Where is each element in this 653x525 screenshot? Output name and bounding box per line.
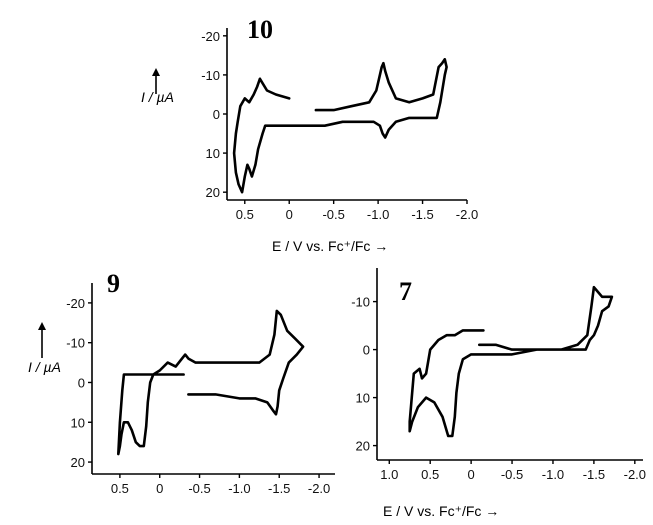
x-tick-label-10: -0.5 [322, 207, 344, 222]
x-tick-label-7: -1.5 [583, 467, 605, 482]
panel-9: 9 I / µA -20 -10 0 10 20 0.5 0 -0.5 -1.0 -1.5 -2.0 [28, 269, 335, 496]
x-tick-label-9: -1.0 [228, 481, 250, 496]
x-axis-label-10: E / V vs. Fc⁺/Fc → [272, 238, 388, 254]
y-axis-label-text-10: I / µA [141, 89, 174, 105]
y-axis-label-text-9: I / µA [28, 359, 61, 375]
y-axis-label-10: I / µA [141, 68, 174, 105]
x-tick-label-9: -1.5 [268, 481, 290, 496]
cv-curve-10 [232, 58, 448, 194]
x-tick-label-9: 0.5 [111, 481, 129, 496]
y-tick-label-9: -10 [66, 336, 85, 351]
x-tick-label-9: -2.0 [308, 481, 330, 496]
y-tick-label-7: 20 [356, 439, 370, 454]
y-axis-label-9: I / µA [28, 322, 61, 375]
x-tick-label-9: 0 [156, 481, 163, 496]
x-tick-label-9: -0.5 [188, 481, 210, 496]
y-tick-label-10: 0 [213, 107, 220, 122]
y-tick-label-7: 0 [363, 343, 370, 358]
panel-label-9: 9 [107, 269, 120, 298]
x-tick-label-10: 0 [286, 207, 293, 222]
x-tick-label-7: -0.5 [501, 467, 523, 482]
x-axis-label-text-bottom: E / V vs. Fc⁺/Fc → [383, 503, 499, 519]
y-tick-label-10: 20 [206, 185, 220, 200]
y-tick-label-9: 10 [71, 415, 85, 430]
panel-7: 7 -10 0 10 20 1.0 0.5 0 -0.5 -1.0 -1.5 -2.0 [351, 268, 646, 482]
cv-curve-7 [408, 285, 614, 438]
x-tick-label-10: -1.5 [411, 207, 433, 222]
x-tick-label-10: 0.5 [236, 207, 254, 222]
x-tick-label-7: 0 [468, 467, 475, 482]
cv-curve-9 [117, 309, 305, 456]
plot-area-7: -10 0 10 20 1.0 0.5 0 -0.5 -1.0 -1.5 -2.0 [351, 268, 646, 482]
panel-label-10: 10 [247, 15, 273, 44]
x-tick-label-7: 0.5 [421, 467, 439, 482]
y-tick-label-9: 0 [78, 375, 85, 390]
x-tick-label-10: -1.0 [367, 207, 389, 222]
x-tick-label-7: 1.0 [380, 467, 398, 482]
y-tick-label-10: -20 [201, 29, 220, 44]
x-axis-label-bottom: E / V vs. Fc⁺/Fc → [383, 503, 499, 519]
y-tick-label-9: -20 [66, 296, 85, 311]
y-tick-label-7: 10 [356, 391, 370, 406]
x-tick-label-7: -2.0 [624, 467, 646, 482]
y-tick-label-10: -10 [201, 68, 220, 83]
x-tick-label-10: -2.0 [456, 207, 478, 222]
panel-10: 10 I / µA -20 -10 0 10 20 0.5 0 -0.5 -1.0 -1.5 -2.… [141, 15, 478, 254]
y-tick-label-10: 10 [206, 146, 220, 161]
x-axis-label-text-10: E / V vs. Fc⁺/Fc → [272, 238, 388, 254]
x-tick-label-7: -1.0 [542, 467, 564, 482]
y-tick-label-7: -10 [351, 295, 370, 310]
y-tick-label-9: 20 [71, 455, 85, 470]
plot-area-10: -20 -10 0 10 20 0.5 0 -0.5 -1.0 -1.5 -2.0 [201, 28, 478, 222]
panel-label-7: 7 [399, 277, 412, 306]
plot-area-9: -20 -10 0 10 20 0.5 0 -0.5 -1.0 -1.5 -2.0 [66, 283, 335, 496]
